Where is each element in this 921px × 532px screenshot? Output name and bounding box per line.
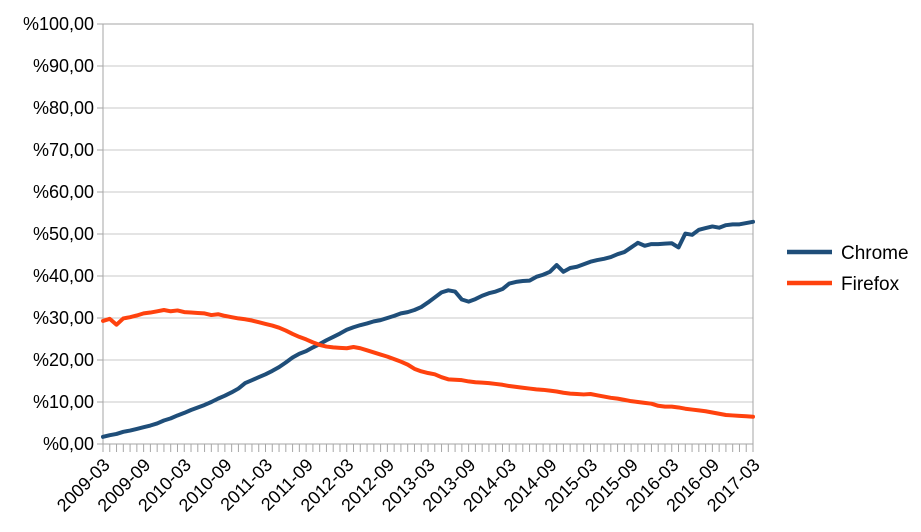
y-axis-label: %60,00 [33,182,94,202]
legend-label: Chrome [841,243,909,264]
y-axis-label: %100,00 [23,14,94,34]
y-axis-label: %50,00 [33,224,94,244]
y-axis-label: %0,00 [43,434,94,454]
y-axis-label: %20,00 [33,350,94,370]
chrome-series-line [101,219,755,439]
legend-item-firefox: Firefox [787,274,900,295]
firefox-series-line [101,308,755,419]
y-axis-label: %10,00 [33,392,94,412]
y-axis-label: %90,00 [33,56,94,76]
y-axis-label: %40,00 [33,266,94,286]
legend-item-chrome: Chrome [787,243,909,264]
legend-label: Firefox [841,274,900,295]
y-axis-label: %80,00 [33,98,94,118]
y-axis-label: %70,00 [33,140,94,160]
y-axis-label: %30,00 [33,308,94,328]
